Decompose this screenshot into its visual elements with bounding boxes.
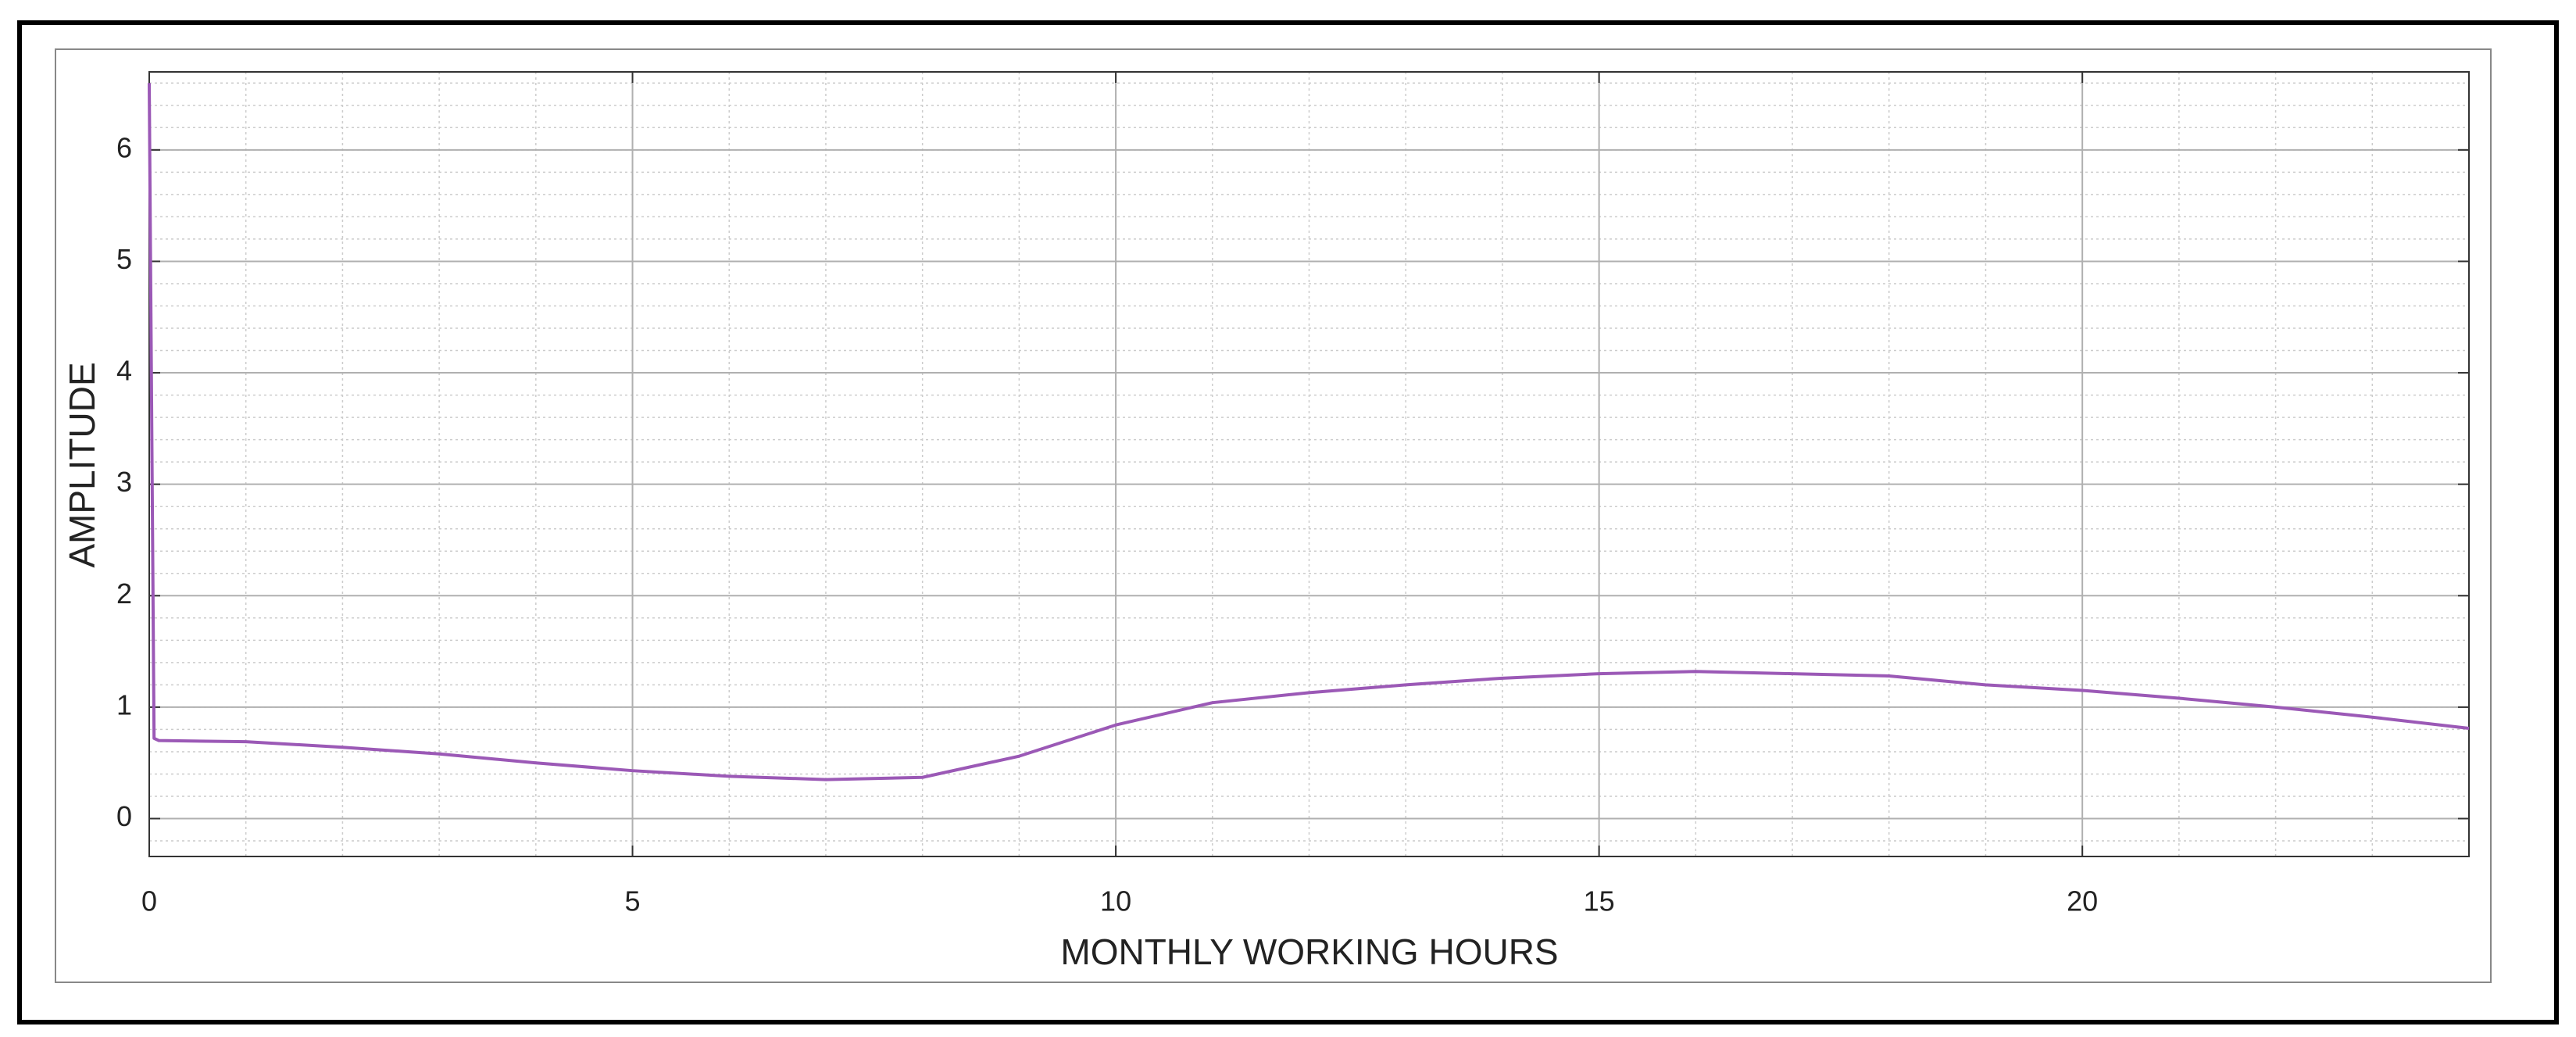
x-tick-label: 15 [1584,885,1615,917]
data-line [148,83,2470,781]
axes-box [148,71,2470,857]
y-tick-label: 6 [116,131,132,163]
figure-frame [55,48,2492,983]
plot-area [149,72,2469,856]
plot [148,83,2470,781]
y-tick-label: 4 [116,355,132,387]
y-tick-label: 2 [116,578,132,610]
y-tick-label: 1 [116,688,132,721]
x-tick-label: 20 [2067,885,2098,917]
grid: 0 5 10 15 20 0 1 2 3 4 5 6 [116,71,2470,917]
x-tick-label: 5 [625,885,641,917]
y-tick-label: 0 [116,800,132,832]
y-tick-label: 3 [116,466,132,498]
x-axis-label: MONTHLY WORKING HOURS [1060,932,1558,972]
y-tick-label: 5 [116,243,132,275]
y-axis-label: AMPLITUDE [62,362,102,567]
x-tick-label: 10 [1100,885,1131,917]
x-tick-label: 0 [141,885,157,917]
